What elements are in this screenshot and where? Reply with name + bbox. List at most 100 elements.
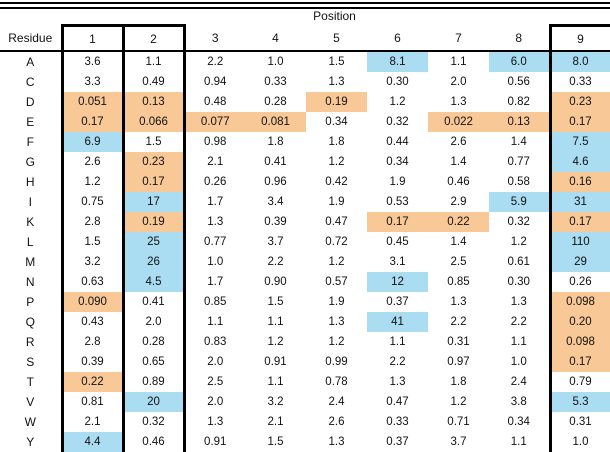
value-cell: 0.65 xyxy=(121,352,186,372)
residue-column-header: Residue xyxy=(0,25,62,52)
value-cell: 0.30 xyxy=(507,276,530,288)
value-cell: 1.2 xyxy=(450,396,467,408)
value-cell: 25 xyxy=(121,232,186,252)
value-cell: 1.1 xyxy=(489,432,550,452)
value-cell: 0.33 xyxy=(386,416,409,428)
value-cell: 2.0 xyxy=(207,356,224,368)
value-cell: 2.0 xyxy=(121,312,186,332)
value-cell: 0.34 xyxy=(325,116,348,128)
value-cell: 0.96 xyxy=(264,176,287,188)
value-cell: 0.051 xyxy=(60,92,125,112)
value-cell: 1.7 xyxy=(207,276,224,288)
residue-label: F xyxy=(26,135,34,149)
table-row: C 3.3 0.49 0.94 0.33 1.3 0.30 2.0 0.56 0.33 xyxy=(0,72,610,92)
top-double-rule xyxy=(0,2,610,9)
value-cell: 1.3 xyxy=(207,416,224,428)
value-cell: 1.3 xyxy=(207,216,224,228)
value-cell: 8.1 xyxy=(367,51,428,72)
table-row: I 0.75 17 1.7 3.4 1.9 0.53 2.9 5.9 31 xyxy=(0,192,610,212)
value-cell: 0.32 xyxy=(121,412,186,432)
value-cell: 0.22 xyxy=(428,212,489,232)
value-cell: 0.89 xyxy=(121,372,186,392)
value-cell: 0.57 xyxy=(325,276,348,288)
value-cell: 0.53 xyxy=(386,196,409,208)
value-cell: 0.42 xyxy=(325,176,348,188)
value-cell: 5.9 xyxy=(489,192,550,212)
value-cell: 1.3 xyxy=(328,76,345,88)
value-cell: 2.1 xyxy=(60,412,125,432)
value-cell: 1.2 xyxy=(328,256,345,268)
value-cell: 0.77 xyxy=(204,236,227,248)
value-cell: 0.22 xyxy=(60,372,125,392)
position-column-header: 7 xyxy=(428,25,489,52)
residue-label: L xyxy=(26,235,34,249)
residue-label: K xyxy=(26,215,35,229)
value-cell: 4.5 xyxy=(121,272,186,292)
value-cell: 0.77 xyxy=(507,156,530,168)
value-cell: 4.6 xyxy=(548,152,610,172)
value-cell: 0.34 xyxy=(507,416,530,428)
value-cell: 2.5 xyxy=(207,376,224,388)
value-cell: 0.48 xyxy=(204,96,227,108)
value-cell: 0.26 xyxy=(204,176,227,188)
value-cell: 17 xyxy=(121,192,186,212)
value-cell: 0.17 xyxy=(60,112,125,132)
residue-label: G xyxy=(25,155,35,169)
value-cell: 1.8 xyxy=(328,136,345,148)
value-cell: 0.31 xyxy=(447,336,470,348)
value-cell: 2.2 xyxy=(267,256,284,268)
value-cell: 2.0 xyxy=(450,76,467,88)
table-row: P 0.090 0.41 0.85 1.5 1.9 0.37 1.3 1.3 0.098 xyxy=(0,292,610,312)
value-cell: 0.20 xyxy=(548,312,610,332)
value-cell: 1.3 xyxy=(450,296,467,308)
value-cell: 31 xyxy=(548,192,610,212)
value-cell: 1.3 xyxy=(510,296,527,308)
value-cell: 0.077 xyxy=(184,112,245,132)
value-cell: 1.5 xyxy=(328,56,345,68)
table-body: A 3.6 1.1 2.2 1.0 1.5 8.1 1.1 6.0 8.0 C 3.3 0.49 0.94… xyxy=(0,51,610,452)
value-cell: 2.4 xyxy=(328,396,345,408)
value-cell: 0.61 xyxy=(507,256,530,268)
value-cell: 1.5 xyxy=(267,296,284,308)
position-column-header: 8 xyxy=(489,25,550,52)
value-cell: 0.23 xyxy=(548,92,610,112)
value-cell: 3.6 xyxy=(60,51,125,72)
value-cell: 0.098 xyxy=(548,332,610,352)
table-row: T 0.22 0.89 2.5 1.1 0.78 1.3 1.8 2.4 0.79 xyxy=(0,372,610,392)
value-cell: 0.90 xyxy=(264,276,287,288)
value-cell: 0.82 xyxy=(507,96,530,108)
residue-label: E xyxy=(26,115,35,129)
value-cell: 0.43 xyxy=(60,312,125,332)
value-cell: 0.19 xyxy=(306,92,367,112)
value-cell: 0.81 xyxy=(60,392,125,412)
value-cell: 1.3 xyxy=(328,316,345,328)
value-cell: 0.16 xyxy=(548,172,610,192)
value-cell: 0.83 xyxy=(204,336,227,348)
value-cell: 0.85 xyxy=(447,276,470,288)
value-cell: 2.6 xyxy=(328,416,345,428)
value-cell: 0.39 xyxy=(60,352,125,372)
value-cell: 2.2 xyxy=(207,56,224,68)
value-cell: 0.37 xyxy=(386,296,409,308)
value-cell: 1.1 xyxy=(267,376,284,388)
value-cell: 1.4 xyxy=(450,236,467,248)
table-row: E 0.17 0.066 0.077 0.081 0.34 0.32 0.022 0.13 0.1… xyxy=(0,112,610,132)
table-row: Q 0.43 2.0 1.1 1.1 1.3 41 2.2 2.2 0.20 xyxy=(0,312,610,332)
position-column-header: 1 xyxy=(60,24,125,52)
value-cell: 1.5 xyxy=(121,132,186,152)
value-cell: 3.3 xyxy=(60,72,125,92)
value-cell: 0.72 xyxy=(325,236,348,248)
table-row: G 2.6 0.23 2.1 0.41 1.2 0.34 1.4 0.77 4.6 xyxy=(0,152,610,172)
value-cell: 0.85 xyxy=(204,296,227,308)
value-cell: 2.8 xyxy=(60,332,125,352)
value-cell: 0.32 xyxy=(507,216,530,228)
value-cell: 3.2 xyxy=(267,396,284,408)
value-cell: 1.2 xyxy=(510,236,527,248)
value-cell: 1.2 xyxy=(389,96,406,108)
value-cell: 1.0 xyxy=(267,56,284,68)
value-cell: 0.47 xyxy=(386,396,409,408)
value-cell: 0.090 xyxy=(60,292,125,312)
value-cell: 0.75 xyxy=(60,192,125,212)
value-cell: 1.0 xyxy=(510,356,527,368)
table-row: R 2.8 0.28 0.83 1.2 1.2 1.1 0.31 1.1 0.098 xyxy=(0,332,610,352)
